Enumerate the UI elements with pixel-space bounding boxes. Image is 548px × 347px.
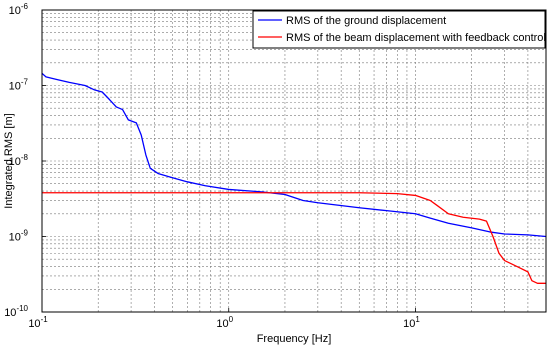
legend: RMS of the ground displacement RMS of th… (252, 10, 546, 49)
y-tick-label: 10-10 (4, 304, 28, 319)
series-line-0 (41, 72, 547, 238)
y-tick-label: 10-6 (9, 2, 29, 17)
series-line-1 (42, 192, 546, 284)
legend-box (252, 10, 546, 49)
x-tick-label: 100 (216, 315, 233, 330)
y-tick-label: 10-9 (9, 229, 29, 244)
y-axis-label: Integrated RMS [m] (3, 113, 15, 208)
y-tick-label: 10-8 (9, 153, 29, 168)
x-tick-label: 10-1 (28, 315, 48, 330)
legend-label-beam: RMS of the beam displacement with feedba… (286, 32, 546, 44)
ticks: 10-1 100 101 10-10 10-9 10-8 10-7 10-6 (4, 2, 420, 330)
y-tick-label: 10-7 (9, 78, 29, 93)
x-axis-label: Frequency [Hz] (257, 333, 332, 345)
x-tick-label: 101 (403, 315, 420, 330)
series-layer (41, 72, 547, 284)
legend-label-ground: RMS of the ground displacement (286, 15, 446, 27)
